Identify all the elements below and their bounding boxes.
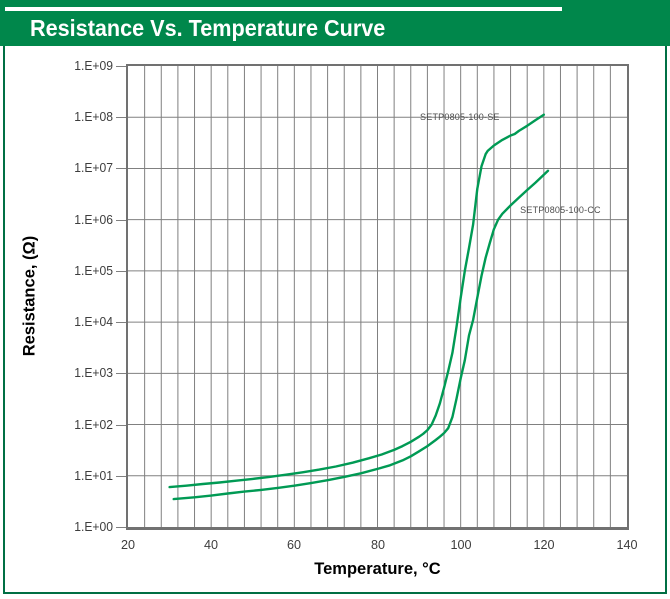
x-tick-label: 60 — [287, 537, 302, 552]
chart-title: Resistance Vs. Temperature Curve — [30, 15, 386, 41]
y-tick-label: 1.E+06 — [74, 212, 113, 227]
y-axis-tick — [116, 66, 126, 67]
y-tick-label: 1.E+09 — [74, 59, 113, 73]
series-label-se: SETP0805-100-SE — [420, 112, 500, 123]
y-axis-tick — [116, 373, 126, 374]
x-tick-label: 120 — [533, 537, 555, 552]
x-axis-title: Temperature, °C — [314, 560, 441, 578]
y-axis-tick — [116, 271, 126, 272]
y-tick-label: 1.E+02 — [74, 417, 113, 432]
y-tick-label: 1.E+05 — [74, 263, 113, 278]
plot-canvas — [128, 66, 627, 527]
y-tick-label: 1.E+07 — [74, 161, 113, 176]
y-tick-label: 1.E+00 — [74, 520, 113, 534]
y-tick-label: 1.E+04 — [74, 315, 113, 330]
y-tick-label: 1.E+01 — [74, 468, 113, 483]
y-axis-tick — [116, 168, 126, 169]
y-axis-tick — [116, 527, 126, 528]
y-axis-tick — [116, 322, 126, 323]
y-tick-label: 1.E+03 — [74, 366, 113, 381]
y-tick-label: 1.E+08 — [74, 110, 113, 125]
x-tick-label: 40 — [204, 537, 219, 552]
series-label-cc: SETP0805-100-CC — [520, 204, 601, 215]
y-axis-title: Resistance, (Ω) — [20, 235, 39, 357]
y-axis-tick — [116, 425, 126, 426]
series-curve-0 — [168, 113, 545, 489]
x-tick-label: 140 — [616, 537, 638, 552]
x-tick-label: 80 — [370, 537, 385, 552]
x-tick-label: 20 — [120, 537, 136, 552]
x-tick-label: 100 — [450, 537, 472, 552]
y-axis-tick — [116, 476, 126, 477]
series-curve-1 — [172, 169, 550, 501]
banner-accent-line — [5, 7, 562, 11]
title-banner: Resistance Vs. Temperature Curve — [0, 0, 670, 46]
y-axis-tick — [116, 117, 126, 118]
plot-area: SETP0805-100-SE SETP0805-100-CC — [126, 64, 629, 530]
y-axis-tick — [116, 220, 126, 221]
page-frame — [3, 46, 667, 594]
